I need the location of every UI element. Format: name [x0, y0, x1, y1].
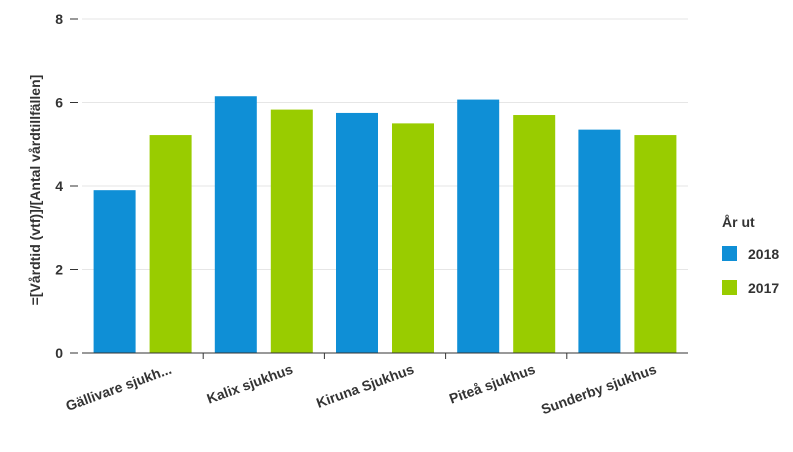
- legend-swatch-2017: [722, 280, 737, 295]
- x-category-label: Gällivare sjukh...: [64, 361, 174, 414]
- bar-2017[interactable]: [634, 135, 677, 353]
- x-category-label: Piteå sjukhus: [447, 361, 537, 407]
- bar-2018[interactable]: [336, 112, 378, 353]
- bars: [93, 96, 677, 354]
- bar-2017[interactable]: [149, 135, 192, 353]
- bar-2017[interactable]: [270, 109, 313, 353]
- legend-label-2018[interactable]: 2018: [748, 246, 779, 262]
- x-category-label: Kalix sjukhus: [205, 361, 295, 407]
- bar-2018[interactable]: [93, 190, 136, 353]
- bar-2017[interactable]: [392, 123, 434, 353]
- x-category-label: Sunderby sjukhus: [539, 361, 659, 418]
- legend-swatch-2018: [722, 246, 737, 261]
- y-tick-label: 6: [55, 95, 63, 111]
- y-tick-label: 4: [55, 178, 63, 194]
- legend-title: År ut: [722, 214, 755, 230]
- bar-2018[interactable]: [457, 99, 500, 353]
- legend: År ut 2018 2017: [722, 214, 779, 296]
- bar-2018[interactable]: [578, 129, 621, 353]
- legend-label-2017[interactable]: 2017: [748, 280, 779, 296]
- x-category-label: Kiruna Sjukhus: [314, 361, 416, 411]
- y-tick-label: 0: [55, 345, 63, 361]
- y-tick-label: 8: [55, 11, 63, 27]
- bar-2018[interactable]: [214, 96, 257, 354]
- y-tick-label: 2: [55, 262, 63, 278]
- y-axis-title: =[Vårdtid (vtf)]/[Antal vårdtillfällen]: [27, 75, 43, 306]
- bar-2017[interactable]: [513, 115, 556, 354]
